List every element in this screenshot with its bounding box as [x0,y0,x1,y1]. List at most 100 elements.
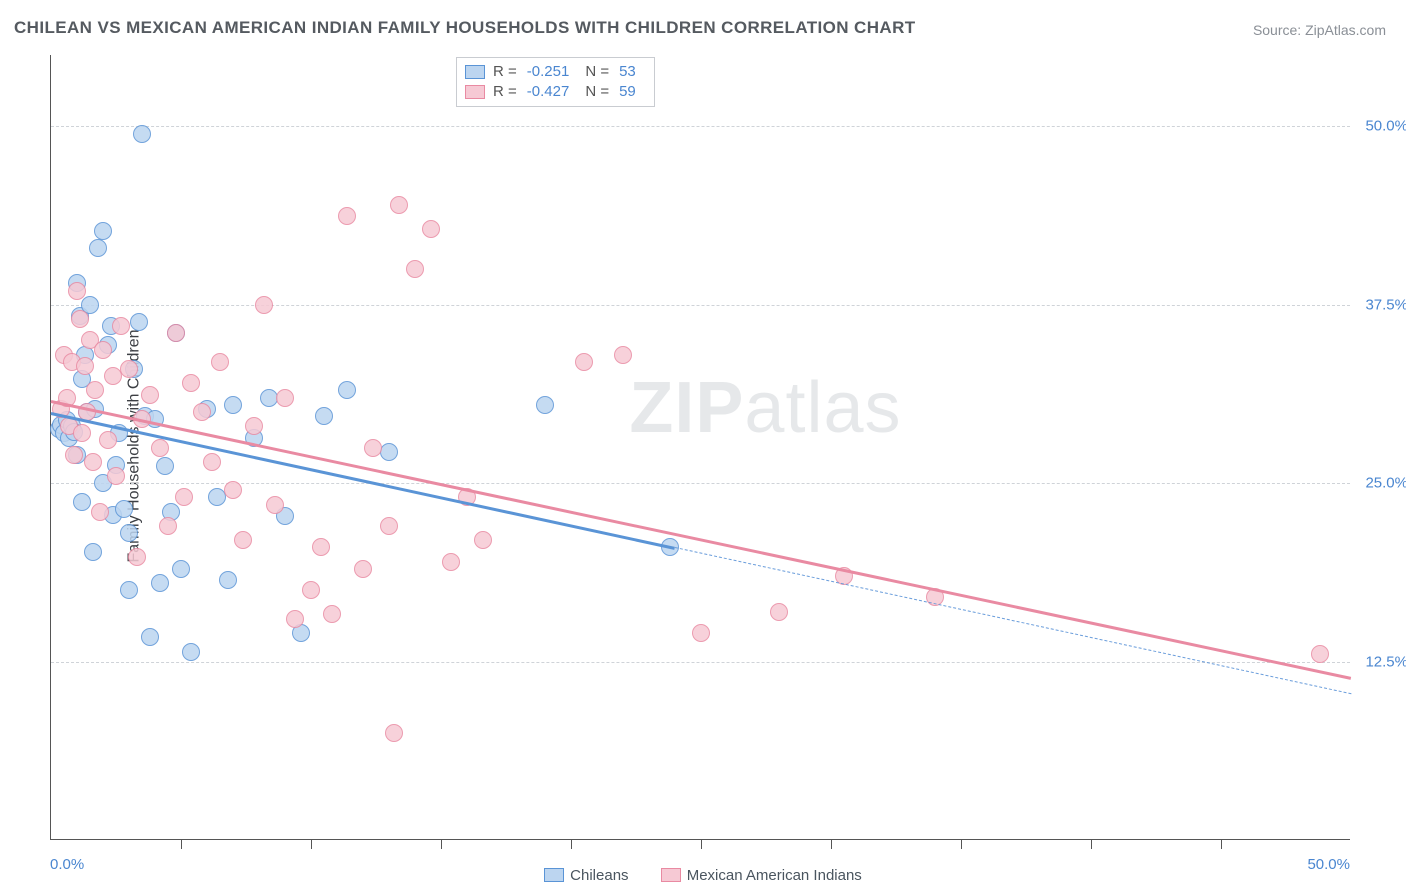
data-point [76,357,94,375]
data-point [107,467,125,485]
data-point [167,324,185,342]
gridline [51,126,1350,127]
data-point [84,453,102,471]
legend-item-mexican-ai: Mexican American Indians [661,867,862,884]
data-point [245,417,263,435]
data-point [406,260,424,278]
data-point [151,574,169,592]
y-tick-label: 37.5% [1365,296,1406,313]
source-label: Source: ZipAtlas.com [1253,22,1386,38]
data-point [312,538,330,556]
gridline [51,305,1350,306]
legend-item-chileans: Chileans [544,867,628,884]
y-tick-label: 50.0% [1365,118,1406,135]
data-point [302,581,320,599]
x-tick [1091,839,1092,849]
gridline [51,662,1350,663]
data-point [1311,645,1329,663]
trend-line [51,412,676,550]
stats-row-2: R =-0.427 N =59 [465,82,644,102]
data-point [73,493,91,511]
data-point [323,605,341,623]
data-point [172,560,190,578]
data-point [422,220,440,238]
data-point [193,403,211,421]
bottom-legend: Chileans Mexican American Indians [0,867,1406,887]
data-point [94,341,112,359]
x-tick [831,839,832,849]
data-point [120,581,138,599]
data-point [159,517,177,535]
legend-swatch-chileans [544,868,564,882]
x-tick [1221,839,1222,849]
scatter-plot: ZIPatlas R =-0.251 N =53 R =-0.427 N =59… [50,55,1350,840]
data-point [338,381,356,399]
data-point [536,396,554,414]
data-point [182,374,200,392]
data-point [86,381,104,399]
chart-title: CHILEAN VS MEXICAN AMERICAN INDIAN FAMIL… [14,18,916,38]
data-point [380,517,398,535]
data-point [71,310,89,328]
data-point [474,531,492,549]
x-tick [701,839,702,849]
data-point [130,313,148,331]
data-point [65,446,83,464]
data-point [112,317,130,335]
data-point [115,500,133,518]
data-point [156,457,174,475]
data-point [211,353,229,371]
data-point [385,724,403,742]
data-point [266,496,284,514]
data-point [203,453,221,471]
data-point [338,207,356,225]
data-point [84,543,102,561]
swatch-chileans [465,65,485,79]
data-point [128,548,146,566]
data-point [120,360,138,378]
watermark: ZIPatlas [629,367,901,449]
data-point [614,346,632,364]
swatch-mexican-ai [465,85,485,99]
stats-box: R =-0.251 N =53 R =-0.427 N =59 [456,57,655,107]
x-tick [181,839,182,849]
data-point [141,386,159,404]
x-tick [571,839,572,849]
data-point [286,610,304,628]
data-point [364,439,382,457]
data-point [770,603,788,621]
data-point [133,125,151,143]
legend-label-mexican-ai: Mexican American Indians [687,867,862,884]
data-point [175,488,193,506]
data-point [224,396,242,414]
data-point [219,571,237,589]
y-tick-label: 12.5% [1365,653,1406,670]
data-point [68,282,86,300]
data-point [91,503,109,521]
data-point [141,628,159,646]
legend-swatch-mexican-ai [661,868,681,882]
gridline [51,483,1350,484]
x-tick [961,839,962,849]
x-tick [441,839,442,849]
data-point [390,196,408,214]
data-point [89,239,107,257]
data-point [73,424,91,442]
data-point [354,560,372,578]
data-point [182,643,200,661]
data-point [151,439,169,457]
data-point [442,553,460,571]
data-point [234,531,252,549]
data-point [224,481,242,499]
data-point [255,296,273,314]
data-point [94,222,112,240]
data-point [120,524,138,542]
data-point [575,353,593,371]
legend-label-chileans: Chileans [570,867,628,884]
stats-row-1: R =-0.251 N =53 [465,62,644,82]
data-point [692,624,710,642]
data-point [380,443,398,461]
data-point [99,431,117,449]
x-tick [311,839,312,849]
data-point [276,389,294,407]
